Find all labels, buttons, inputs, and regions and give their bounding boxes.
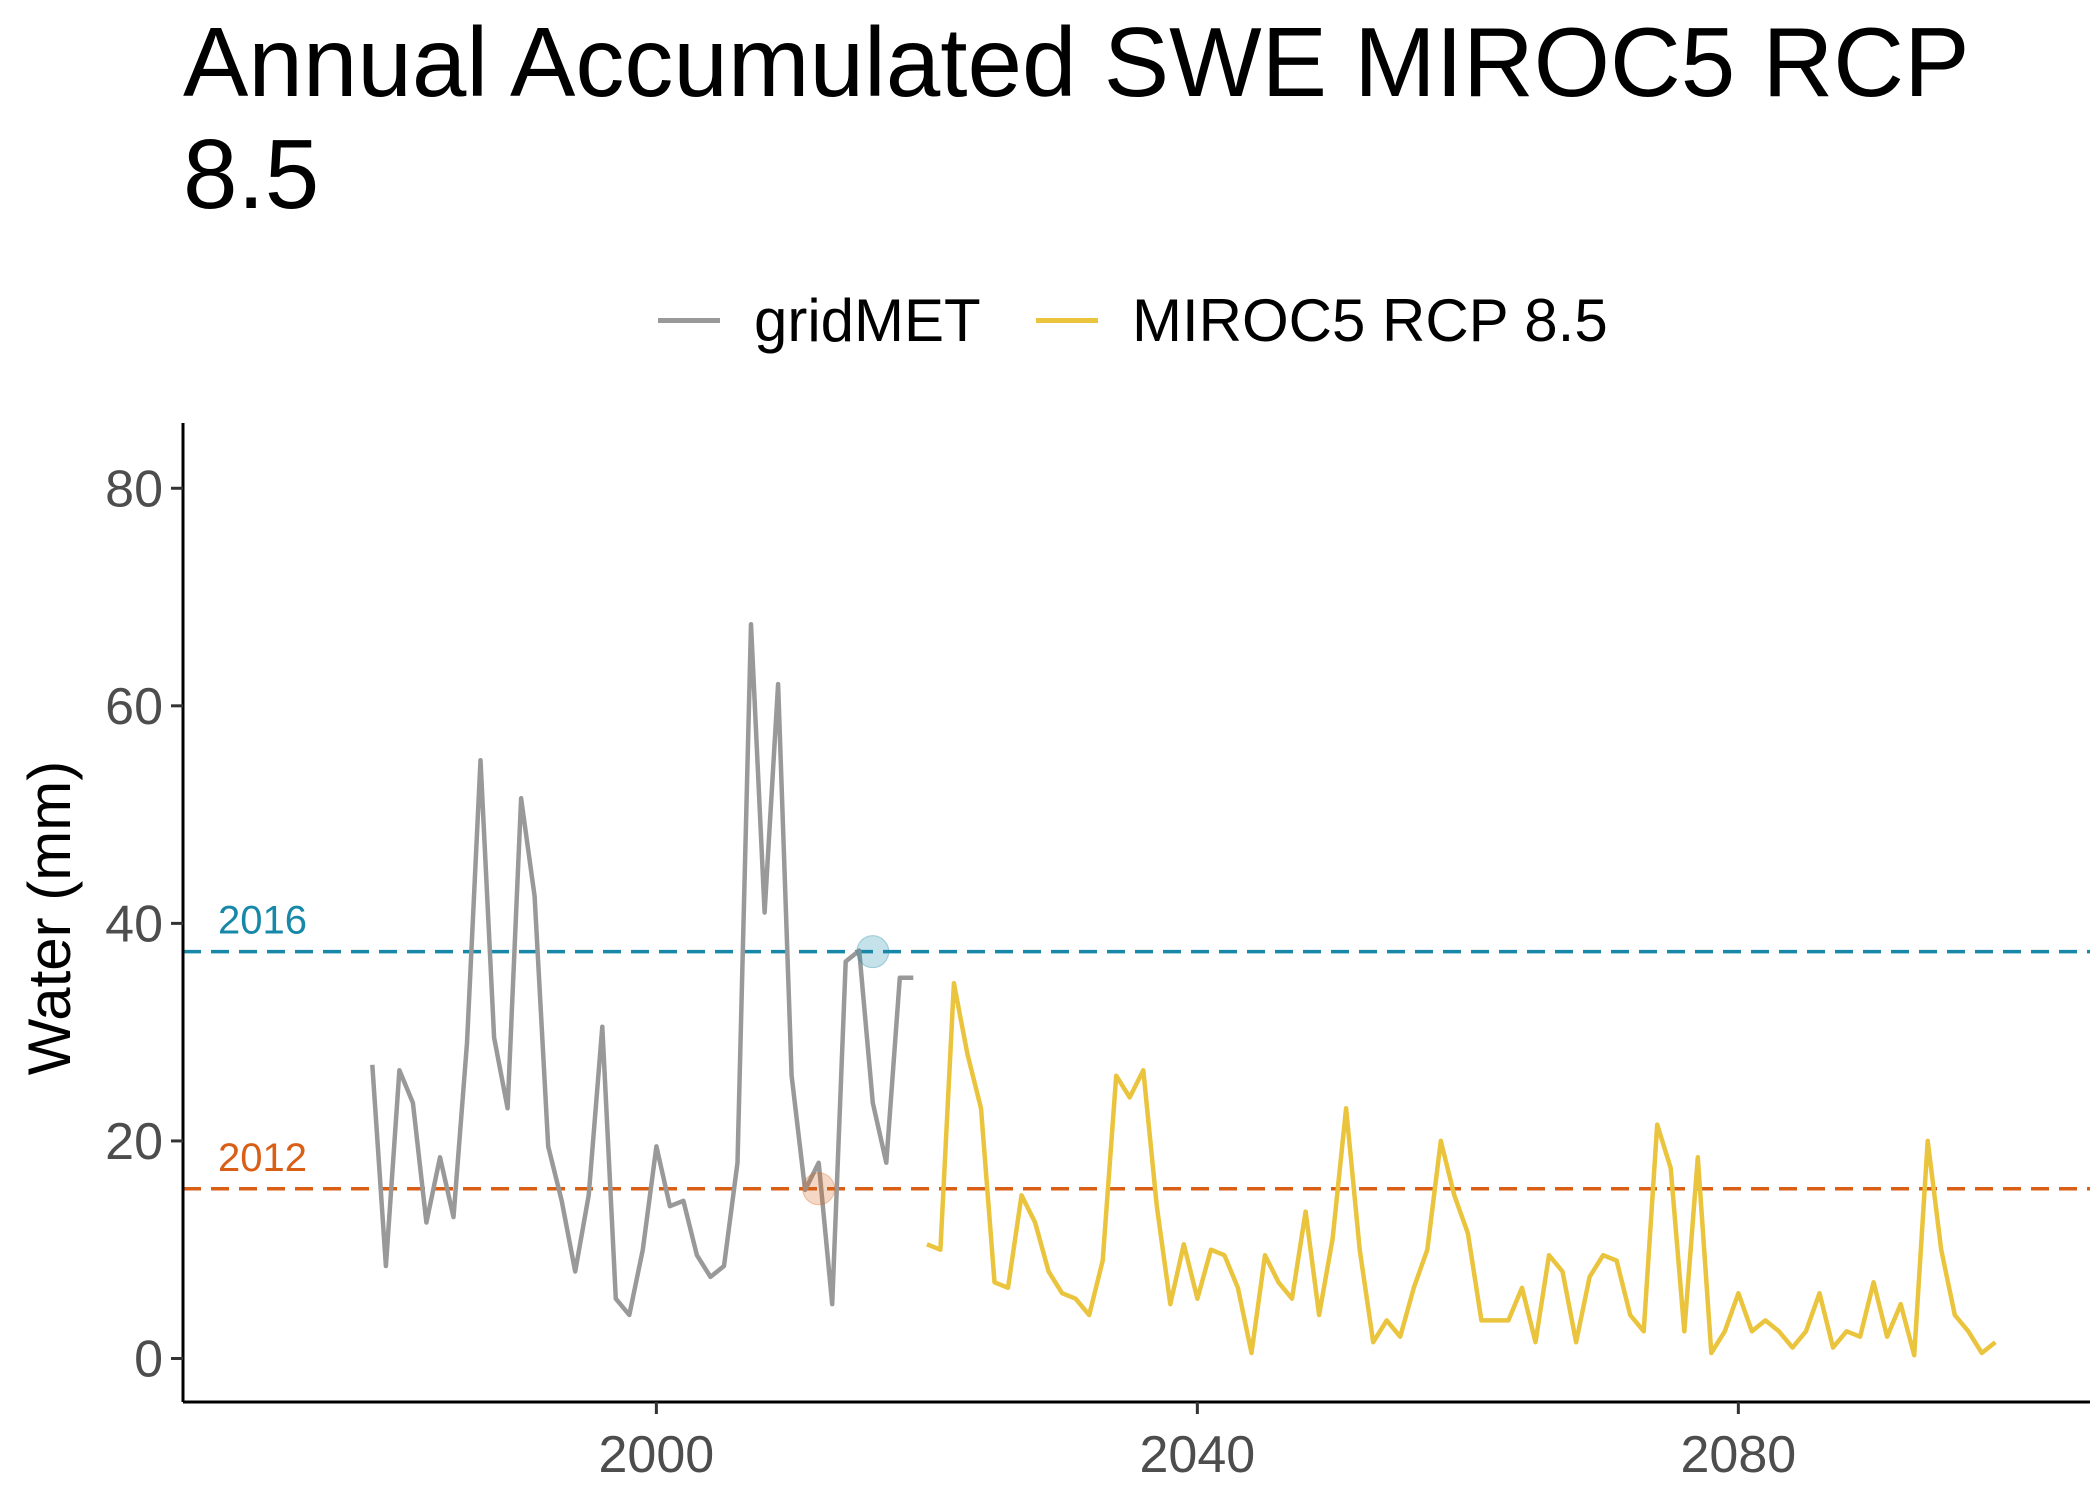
y-tick-label: 60	[105, 678, 163, 736]
y-tick-label: 0	[134, 1330, 163, 1388]
x-tick-label: 2080	[1681, 1426, 1797, 1484]
y-tick-label: 40	[105, 895, 163, 953]
series-line-miroc5-rcp85	[926, 980, 1997, 1358]
legend-item-miroc5: MIROC5 RCP 8.5	[1036, 280, 1608, 360]
legend: gridMET MIROC5 RCP 8.5	[0, 280, 2100, 360]
marker-2016	[856, 935, 890, 969]
legend-swatch-gridmet	[658, 317, 720, 323]
chart-title: Annual Accumulated SWE MIROC5 RCP 8.5	[183, 7, 1968, 229]
reference-label-2012: 2012	[218, 1136, 307, 1180]
series-lines	[370, 621, 1997, 1358]
legend-label-miroc5: MIROC5 RCP 8.5	[1132, 286, 1608, 354]
series-line-gridmet	[370, 621, 914, 1318]
y-tick-label: 80	[105, 460, 163, 518]
legend-label-gridmet: gridMET	[754, 286, 981, 354]
reference-lines: 2016 2012	[183, 899, 2090, 1191]
reference-label-2016: 2016	[218, 899, 307, 943]
marker-2012	[802, 1172, 836, 1206]
legend-swatch-miroc5	[1036, 317, 1098, 323]
legend-item-gridmet: gridMET	[658, 280, 981, 360]
y-axis-title: Water (mm)	[16, 761, 83, 1075]
x-tick-label: 2040	[1140, 1426, 1256, 1484]
x-tick-label: 2000	[599, 1426, 715, 1484]
reference-markers	[802, 935, 890, 1206]
y-tick-label: 20	[105, 1113, 163, 1171]
